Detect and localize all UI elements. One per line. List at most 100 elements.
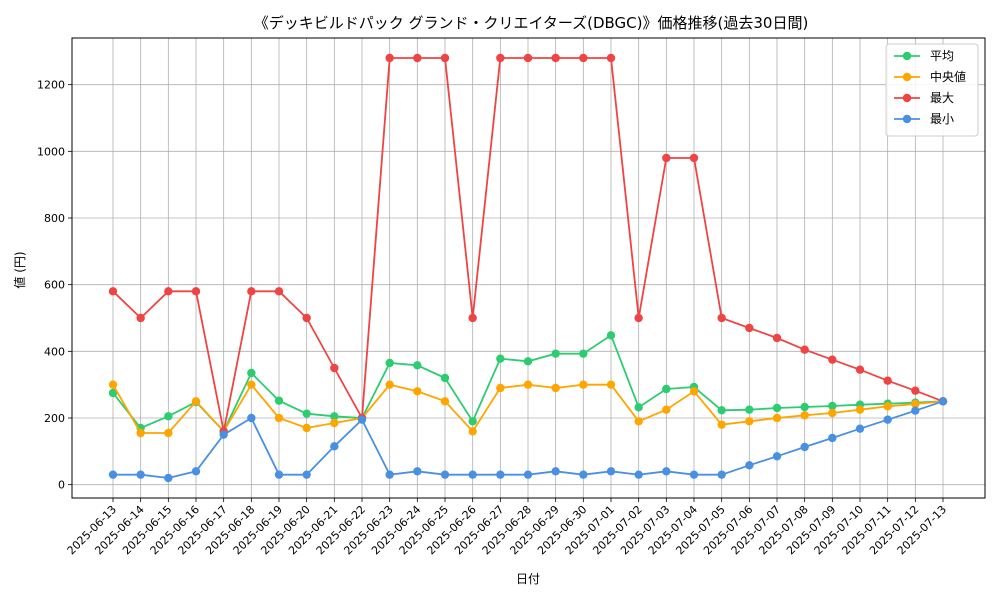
- data-point: [468, 313, 477, 323]
- data-point: [357, 415, 367, 424]
- data-point: [440, 373, 450, 383]
- y-tick-label: 800: [44, 212, 65, 225]
- data-point: [745, 323, 754, 333]
- data-point: [164, 287, 173, 296]
- data-point: [828, 408, 837, 418]
- data-point: [523, 470, 533, 479]
- data-point: [468, 417, 477, 426]
- data-point: [385, 358, 394, 368]
- data-point: [689, 470, 699, 479]
- data-point: [579, 470, 588, 479]
- data-point: [302, 470, 311, 479]
- data-point: [717, 406, 726, 415]
- legend-label: 中央値: [930, 69, 966, 84]
- data-point: [468, 470, 477, 479]
- data-point: [330, 442, 339, 451]
- data-point: [302, 409, 311, 418]
- data-point: [883, 376, 892, 385]
- data-point: [689, 387, 699, 396]
- data-point: [800, 442, 809, 452]
- data-point: [662, 405, 671, 414]
- y-tick-label: 1200: [37, 79, 65, 92]
- data-point: [136, 313, 145, 323]
- data-point: [855, 405, 865, 414]
- data-point: [108, 388, 118, 398]
- series-area: [108, 53, 948, 483]
- data-point: [191, 467, 201, 476]
- data-point: [579, 380, 588, 389]
- data-point: [247, 368, 256, 378]
- legend-label: 最大: [930, 91, 954, 105]
- legend-item: 中央値: [894, 69, 966, 84]
- data-point: [911, 399, 920, 409]
- data-point: [413, 53, 422, 63]
- y-tick-label: 0: [58, 479, 65, 492]
- legend-marker: [902, 51, 912, 61]
- data-point: [634, 417, 643, 426]
- data-point: [302, 313, 311, 323]
- data-point: [634, 313, 643, 323]
- axes: 2025-06-132025-06-142025-06-152025-06-16…: [37, 37, 986, 557]
- data-point: [330, 418, 339, 428]
- data-point: [440, 470, 450, 479]
- data-point: [855, 365, 865, 374]
- data-point: [745, 417, 754, 426]
- data-point: [828, 433, 837, 443]
- data-point: [468, 427, 477, 436]
- x-axis-label: 日付: [516, 572, 540, 586]
- data-point: [164, 473, 173, 483]
- grid: [72, 38, 985, 498]
- series-最大: [108, 53, 948, 436]
- data-point: [883, 415, 892, 424]
- data-point: [634, 470, 643, 479]
- data-point: [247, 380, 256, 389]
- legend-item: 最小: [894, 112, 954, 126]
- data-point: [496, 383, 505, 393]
- data-point: [302, 423, 311, 433]
- data-point: [523, 380, 533, 389]
- data-point: [108, 380, 118, 389]
- data-point: [274, 470, 284, 479]
- y-tick-label: 1000: [37, 145, 65, 158]
- data-point: [606, 331, 616, 340]
- data-point: [496, 470, 505, 479]
- data-point: [108, 287, 118, 296]
- data-point: [828, 355, 837, 364]
- data-point: [219, 430, 228, 439]
- legend-box: [885, 43, 979, 137]
- data-point: [385, 470, 394, 479]
- data-point: [772, 452, 782, 461]
- plot-frame: [71, 37, 986, 499]
- legend-marker: [902, 72, 912, 82]
- data-point: [800, 345, 809, 354]
- data-point: [662, 467, 671, 476]
- data-point: [855, 424, 865, 433]
- data-point: [274, 413, 284, 423]
- data-point: [579, 53, 588, 63]
- data-point: [828, 401, 837, 411]
- data-point: [247, 287, 256, 296]
- data-point: [551, 349, 560, 358]
- data-point: [772, 413, 782, 423]
- data-point: [413, 361, 422, 370]
- data-point: [551, 467, 560, 476]
- data-point: [385, 53, 394, 63]
- data-point: [136, 428, 145, 438]
- data-point: [717, 313, 726, 323]
- data-point: [606, 467, 616, 476]
- data-point: [191, 287, 201, 296]
- data-point: [523, 53, 533, 63]
- chart-title: 《デッキビルドパック グランド・クリエイターズ(DBGC)》価格推移(過去30日…: [254, 14, 809, 32]
- data-point: [634, 403, 643, 412]
- data-point: [606, 380, 616, 389]
- data-point: [413, 387, 422, 396]
- data-point: [440, 53, 450, 63]
- data-point: [164, 412, 173, 421]
- series-最小: [108, 397, 948, 483]
- data-point: [136, 470, 145, 479]
- data-point: [717, 420, 726, 429]
- data-point: [274, 287, 284, 296]
- data-point: [330, 363, 339, 373]
